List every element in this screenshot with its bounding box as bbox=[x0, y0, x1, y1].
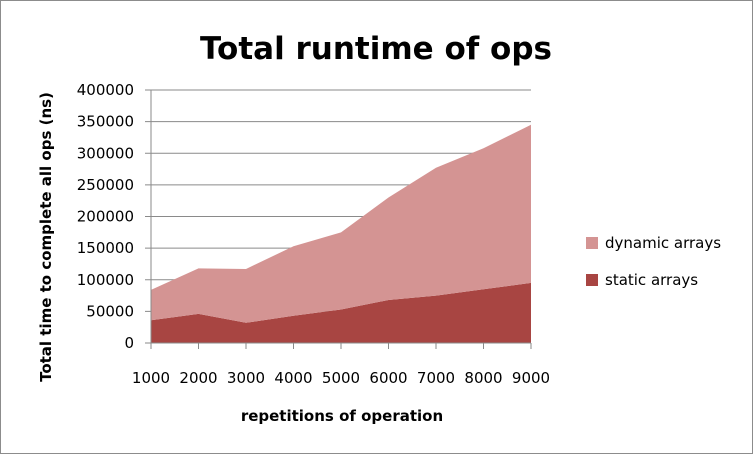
x-tick-label-8000: 8000 bbox=[464, 369, 502, 387]
x-tick-label-3000: 3000 bbox=[227, 369, 265, 387]
area-series-layer bbox=[150, 124, 532, 343]
y-tick-label-250000: 250000 bbox=[77, 176, 134, 194]
chart-title: Total runtime of ops bbox=[200, 31, 552, 67]
y-tick-label-100000: 100000 bbox=[77, 271, 134, 289]
x-tick-label-6000: 6000 bbox=[369, 369, 407, 387]
x-axis-title: repetitions of operation bbox=[241, 407, 443, 425]
x-tick-label-1000: 1000 bbox=[132, 369, 170, 387]
y-axis-title: Total time to complete all ops (ns) bbox=[37, 92, 55, 382]
y-tick-label-50000: 50000 bbox=[86, 302, 134, 320]
y-tick-label-200000: 200000 bbox=[77, 208, 134, 226]
legend-swatch-static-arrays bbox=[586, 274, 598, 286]
y-tick-label-0: 0 bbox=[124, 334, 134, 352]
legend-label-dynamic-arrays: dynamic arrays bbox=[605, 234, 721, 252]
area-static-arrays bbox=[151, 282, 531, 343]
y-axis-ticks: 0 50000 100000 150000 200000 250000 300000 3500… bbox=[77, 81, 134, 352]
x-tick-label-4000: 4000 bbox=[274, 369, 312, 387]
x-axis-ticks: 1000 2000 3000 4000 5000 6000 7000 8000 9000 bbox=[132, 369, 550, 387]
x-tick-label-2000: 2000 bbox=[179, 369, 217, 387]
y-tick-label-300000: 300000 bbox=[77, 144, 134, 162]
x-tick-label-7000: 7000 bbox=[417, 369, 455, 387]
legend-label-static-arrays: static arrays bbox=[605, 271, 698, 289]
y-tick-label-400000: 400000 bbox=[77, 81, 134, 99]
x-tick-label-5000: 5000 bbox=[322, 369, 360, 387]
y-tick-label-350000: 350000 bbox=[77, 113, 134, 131]
legend-swatch-dynamic-arrays bbox=[586, 237, 598, 249]
legend: dynamic arrays static arrays bbox=[586, 234, 721, 289]
x-tick-label-9000: 9000 bbox=[512, 369, 550, 387]
axes bbox=[145, 89, 532, 349]
y-tick-label-150000: 150000 bbox=[77, 239, 134, 257]
area-dynamic-arrays bbox=[151, 124, 531, 323]
